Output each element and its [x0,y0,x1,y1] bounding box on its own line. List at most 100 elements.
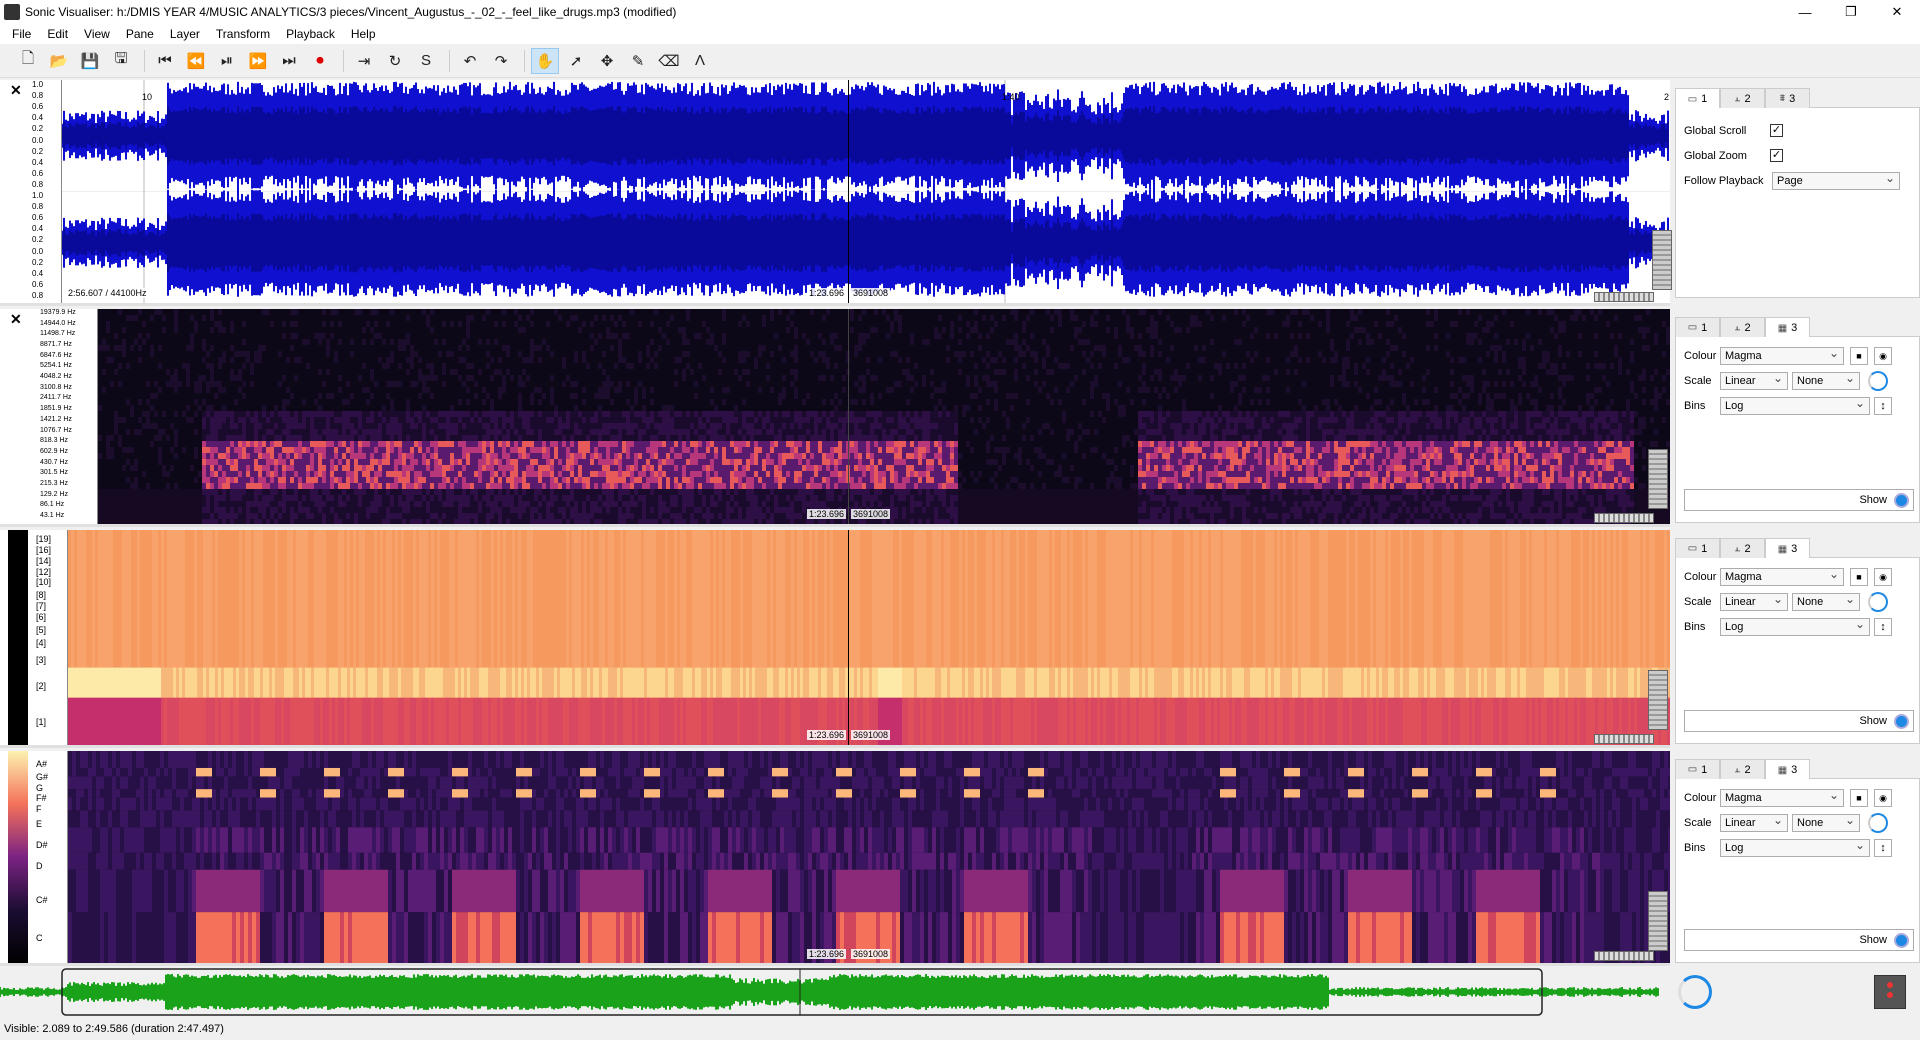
rewind-icon[interactable]: ⏪ [182,48,210,74]
tab-1[interactable]: ▭ 1 [1675,317,1720,337]
bins-select[interactable]: Log [1720,837,1870,857]
vertical-zoom-thumbwheel[interactable] [1648,670,1668,730]
scale-select[interactable]: Linear [1720,370,1788,390]
follow-playback-select[interactable]: Page [1772,170,1900,190]
show-layer-toggle[interactable]: Show [1684,710,1914,732]
close-window-button[interactable]: ✕ [1874,0,1920,24]
show-layer-toggle[interactable]: Show [1684,929,1914,951]
bins-toggle-icon[interactable]: ↕ [1874,397,1892,415]
bins-select[interactable]: Log [1720,395,1870,415]
tab-2[interactable]: ⫠ 2 [1720,538,1765,558]
save-session-icon[interactable]: 🖫 [107,48,135,74]
save-icon[interactable]: 💾 [76,48,104,74]
stop-icon[interactable]: ■ [1850,568,1868,586]
vertical-zoom-thumbwheel[interactable] [1648,449,1668,509]
vertical-zoom-thumbwheel[interactable] [1652,230,1672,290]
record-mode-icon[interactable]: ◉ [1874,347,1892,365]
menu-transform[interactable]: Transform [208,24,278,44]
navigate-icon[interactable]: ✋ [531,47,559,74]
menu-layer[interactable]: Layer [162,24,208,44]
horizontal-zoom-thumbwheel[interactable] [1594,292,1654,302]
solo-icon[interactable]: S [412,48,440,74]
tab-3[interactable]: ⩩ 3 [1765,88,1810,108]
tab-3[interactable]: ▦ 3 [1765,759,1810,780]
normalize-select[interactable]: None [1792,591,1860,611]
open-icon[interactable]: 📂 [45,48,73,74]
scale-select[interactable]: Linear [1720,591,1788,611]
spectrogram-pane[interactable]: ✕ 19379.9 Hz 14944.0 Hz 11498.7 Hz 8871.7 H… [0,309,1670,527]
colour-select[interactable]: Magma [1720,787,1844,807]
cursor-time: 1:23.696 [807,509,847,519]
close-pane-icon[interactable]: ✕ [10,82,22,99]
record-icon[interactable]: ⏺ [306,48,334,74]
global-zoom-checkbox[interactable]: ✓ [1770,149,1783,162]
measure-icon[interactable]: Λ [686,48,714,74]
move-icon[interactable]: ✥ [593,48,621,74]
menu-playback[interactable]: Playback [278,24,343,44]
spectrogram-view[interactable]: 1:23.696 3691008 [98,309,1670,525]
menu-pane[interactable]: Pane [118,24,162,44]
horizontal-zoom-thumbwheel[interactable] [1594,734,1654,744]
tab-1[interactable]: ▭ 1 [1675,88,1720,109]
menu-edit[interactable]: Edit [39,24,76,44]
chromagram-pane[interactable]: ✕ A#G#GF#FED#DC#C 1:23.696 3691008 [0,751,1672,966]
show-toggle-icon[interactable] [1894,714,1909,729]
waveform-pane[interactable]: ✕ 1.0 0.8 0.6 0.4 0.2 0.0 0.2 0.4 0.6 0.8 1.0 0.8 0.… [0,80,1672,306]
close-pane-icon[interactable]: ✕ [10,311,22,328]
tab-2[interactable]: ⫠ 2 [1720,317,1765,337]
colour-select[interactable]: Magma [1720,566,1844,586]
bins-toggle-icon[interactable]: ↕ [1874,839,1892,857]
scale-label: 0.4 [32,224,43,233]
scale-select[interactable]: Linear [1720,812,1788,832]
loop-icon[interactable]: ↻ [381,48,409,74]
stop-icon[interactable]: ■ [1850,347,1868,365]
playback-speed-dial[interactable] [1678,975,1712,1009]
gain-dial[interactable] [1868,592,1888,612]
draw-icon[interactable]: ✎ [624,48,652,74]
record-mode-icon[interactable]: ◉ [1874,789,1892,807]
show-toggle-icon[interactable] [1894,493,1909,508]
show-layer-toggle[interactable]: Show [1684,489,1914,511]
play-selection-icon[interactable]: ⇥ [350,48,378,74]
maximize-button[interactable]: ❐ [1828,0,1874,24]
mfcc-graphic [68,530,1670,745]
fast-forward-icon[interactable]: ⏩ [244,48,272,74]
new-icon[interactable]: 🗋 [14,48,42,74]
mfcc-pane[interactable]: ✕ [19][16][14][12][10][8][7][6][5][4][3]… [0,530,1670,748]
overview-pane[interactable] [0,967,1920,1017]
minimize-button[interactable]: — [1782,0,1828,24]
tab-1[interactable]: ▭ 1 [1675,538,1720,558]
redo-icon[interactable]: ↷ [487,48,515,74]
chromagram-view[interactable]: 1:23.696 3691008 [68,751,1672,963]
tab-3[interactable]: ▦ 3 [1765,538,1810,559]
tab-2[interactable]: ⫠ 2 [1720,88,1765,108]
menu-view[interactable]: View [76,24,118,44]
undo-icon[interactable]: ↶ [456,48,484,74]
erase-icon[interactable]: ⌫ [655,48,683,74]
rewind-start-icon[interactable]: ⏮ [151,48,179,74]
waveform-view[interactable]: 2:56.607 / 44100Hz 10 1:40 2 1:23.696 36… [61,80,1672,303]
menu-file[interactable]: File [4,24,39,44]
tab-3[interactable]: ▦ 3 [1765,317,1810,338]
select-icon[interactable]: ➚ [562,48,590,74]
normalize-select[interactable]: None [1792,812,1860,832]
record-mode-icon[interactable]: ◉ [1874,568,1892,586]
gain-dial[interactable] [1868,371,1888,391]
bins-toggle-icon[interactable]: ↕ [1874,618,1892,636]
stop-icon[interactable]: ■ [1850,789,1868,807]
ffwd-end-icon[interactable]: ⏭ [275,48,303,74]
global-scroll-checkbox[interactable]: ✓ [1770,124,1783,137]
show-toggle-icon[interactable] [1894,933,1909,948]
bins-select[interactable]: Log [1720,616,1870,636]
vertical-zoom-thumbwheel[interactable] [1648,891,1668,951]
colour-select[interactable]: Magma [1720,345,1844,365]
tab-2[interactable]: ⫠ 2 [1720,759,1765,779]
menu-help[interactable]: Help [343,24,384,44]
gain-dial[interactable] [1868,813,1888,833]
tab-1[interactable]: ▭ 1 [1675,759,1720,779]
horizontal-zoom-thumbwheel[interactable] [1594,951,1654,961]
play-pause-icon[interactable]: ⏯ [213,48,241,74]
normalize-select[interactable]: None [1792,370,1860,390]
horizontal-zoom-thumbwheel[interactable] [1594,513,1654,523]
mfcc-view[interactable]: 1:23.696 3691008 [68,530,1670,745]
